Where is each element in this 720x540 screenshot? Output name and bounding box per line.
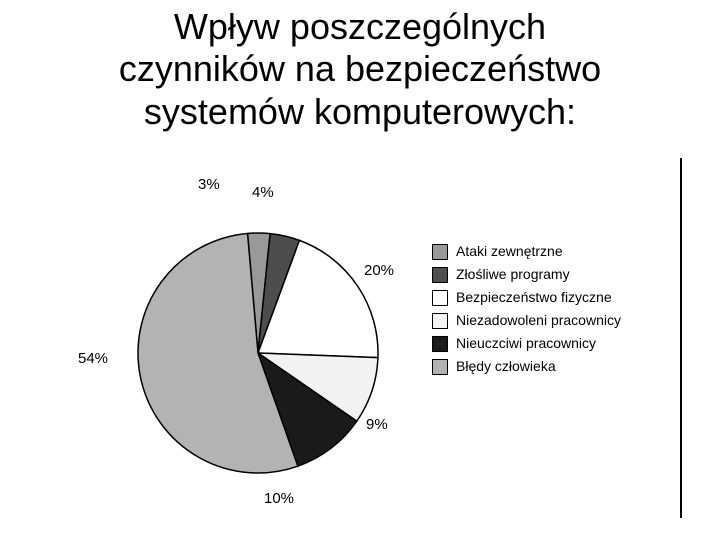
legend-swatch-ataki [432, 244, 448, 260]
legend-item-zlosliwe: Złośliwe programy [432, 267, 662, 283]
legend-item-bezp_fiz: Bezpieczeństwo fizyczne [432, 290, 662, 306]
slice-label-bledy: 54% [78, 350, 108, 367]
slice-label-niezadow: 9% [366, 416, 388, 433]
legend-item-bledy: Błędy człowieka [432, 359, 662, 375]
legend-item-niezadow: Niezadowoleni pracownicy [432, 313, 662, 329]
legend-label-zlosliwe: Złośliwe programy [456, 267, 570, 282]
legend-item-nieuczciwi: Nieuczciwi pracownicy [432, 336, 662, 352]
legend-label-nieuczciwi: Nieuczciwi pracownicy [456, 336, 596, 351]
legend-label-niezadow: Niezadowoleni pracownicy [456, 313, 621, 328]
slice-label-zlosliwe: 4% [252, 184, 274, 201]
pie-chart [128, 223, 388, 483]
slice-label-ataki: 3% [198, 176, 220, 193]
legend-item-ataki: Ataki zewnętrzne [432, 244, 662, 260]
page-title: Wpływ poszczególnych czynników na bezpie… [0, 6, 720, 133]
legend-label-bledy: Błędy człowieka [456, 359, 556, 374]
legend: Ataki zewnętrzne Złośliwe programy Bezpiec… [432, 244, 662, 382]
chart-area: 3% 4% 20% 9% 10% 54% Ataki zewnętrzne Złośliwe… [40, 158, 682, 518]
slice-label-nieuczciwi: 10% [264, 490, 294, 507]
legend-swatch-bledy [432, 359, 448, 375]
legend-swatch-niezadow [432, 313, 448, 329]
slice-label-bezp_fiz: 20% [364, 262, 394, 279]
legend-swatch-zlosliwe [432, 267, 448, 283]
page: Wpływ poszczególnych czynników na bezpie… [0, 0, 720, 540]
legend-label-bezp_fiz: Bezpieczeństwo fizyczne [456, 290, 612, 305]
legend-swatch-nieuczciwi [432, 336, 448, 352]
legend-label-ataki: Ataki zewnętrzne [456, 244, 563, 259]
legend-swatch-bezp_fiz [432, 290, 448, 306]
